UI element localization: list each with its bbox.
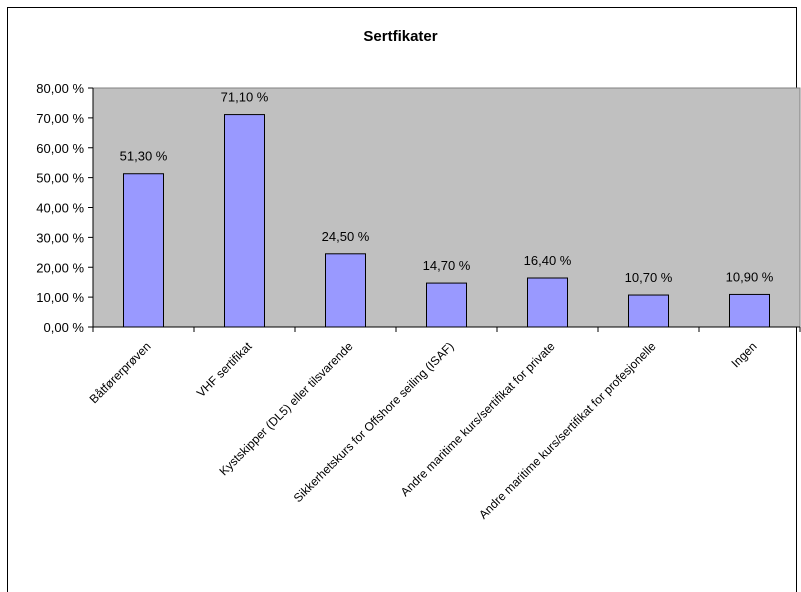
data-labels: 51,30 % 71,10 % 24,50 % 14,70 % 16,40 % 10,70… — [120, 90, 774, 285]
bar — [729, 293, 770, 328]
x-tick-label: Sikkerhetskurs for Offshore seiling (ISA… — [291, 339, 457, 505]
x-tick-label: Båtførerprøven — [87, 339, 154, 406]
data-label: 51,30 % — [120, 149, 168, 164]
y-tick-label: 0,00 % — [44, 320, 85, 335]
bar — [325, 253, 366, 328]
data-label: 71,10 % — [221, 90, 269, 105]
bar — [527, 277, 568, 328]
y-tick-label: 60,00 % — [36, 141, 84, 156]
y-tick-label: 20,00 % — [36, 260, 84, 275]
data-label: 10,90 % — [726, 269, 774, 284]
y-tick-label: 40,00 % — [36, 201, 84, 216]
data-label: 24,50 % — [322, 229, 370, 244]
x-tick-label: Ingen — [728, 339, 759, 370]
chart-title: Sertfikater — [363, 28, 438, 45]
bar — [426, 282, 467, 328]
bar — [628, 294, 669, 328]
data-label: 10,70 % — [625, 270, 673, 285]
bar — [123, 173, 164, 328]
data-label: 14,70 % — [423, 258, 471, 273]
y-tick-label: 10,00 % — [36, 290, 84, 305]
y-tick-label: 50,00 % — [36, 171, 84, 186]
y-axis: 0,00 % 10,00 % 20,00 % 30,00 % 40,00 % 50,00 … — [36, 81, 94, 335]
x-tick-label: VHF sertifikat — [194, 339, 255, 400]
y-tick-label: 80,00 % — [36, 81, 84, 96]
y-tick-label: 70,00 % — [36, 111, 84, 126]
x-axis: Båtførerprøven VHF sertifikatKystskipper … — [87, 326, 801, 522]
x-tick-label: Andre maritime kurs/sertifikat for profe… — [476, 339, 659, 522]
bar — [224, 114, 265, 328]
bars — [123, 114, 770, 328]
y-tick-label: 30,00 % — [36, 230, 84, 245]
data-label: 16,40 % — [524, 253, 572, 268]
